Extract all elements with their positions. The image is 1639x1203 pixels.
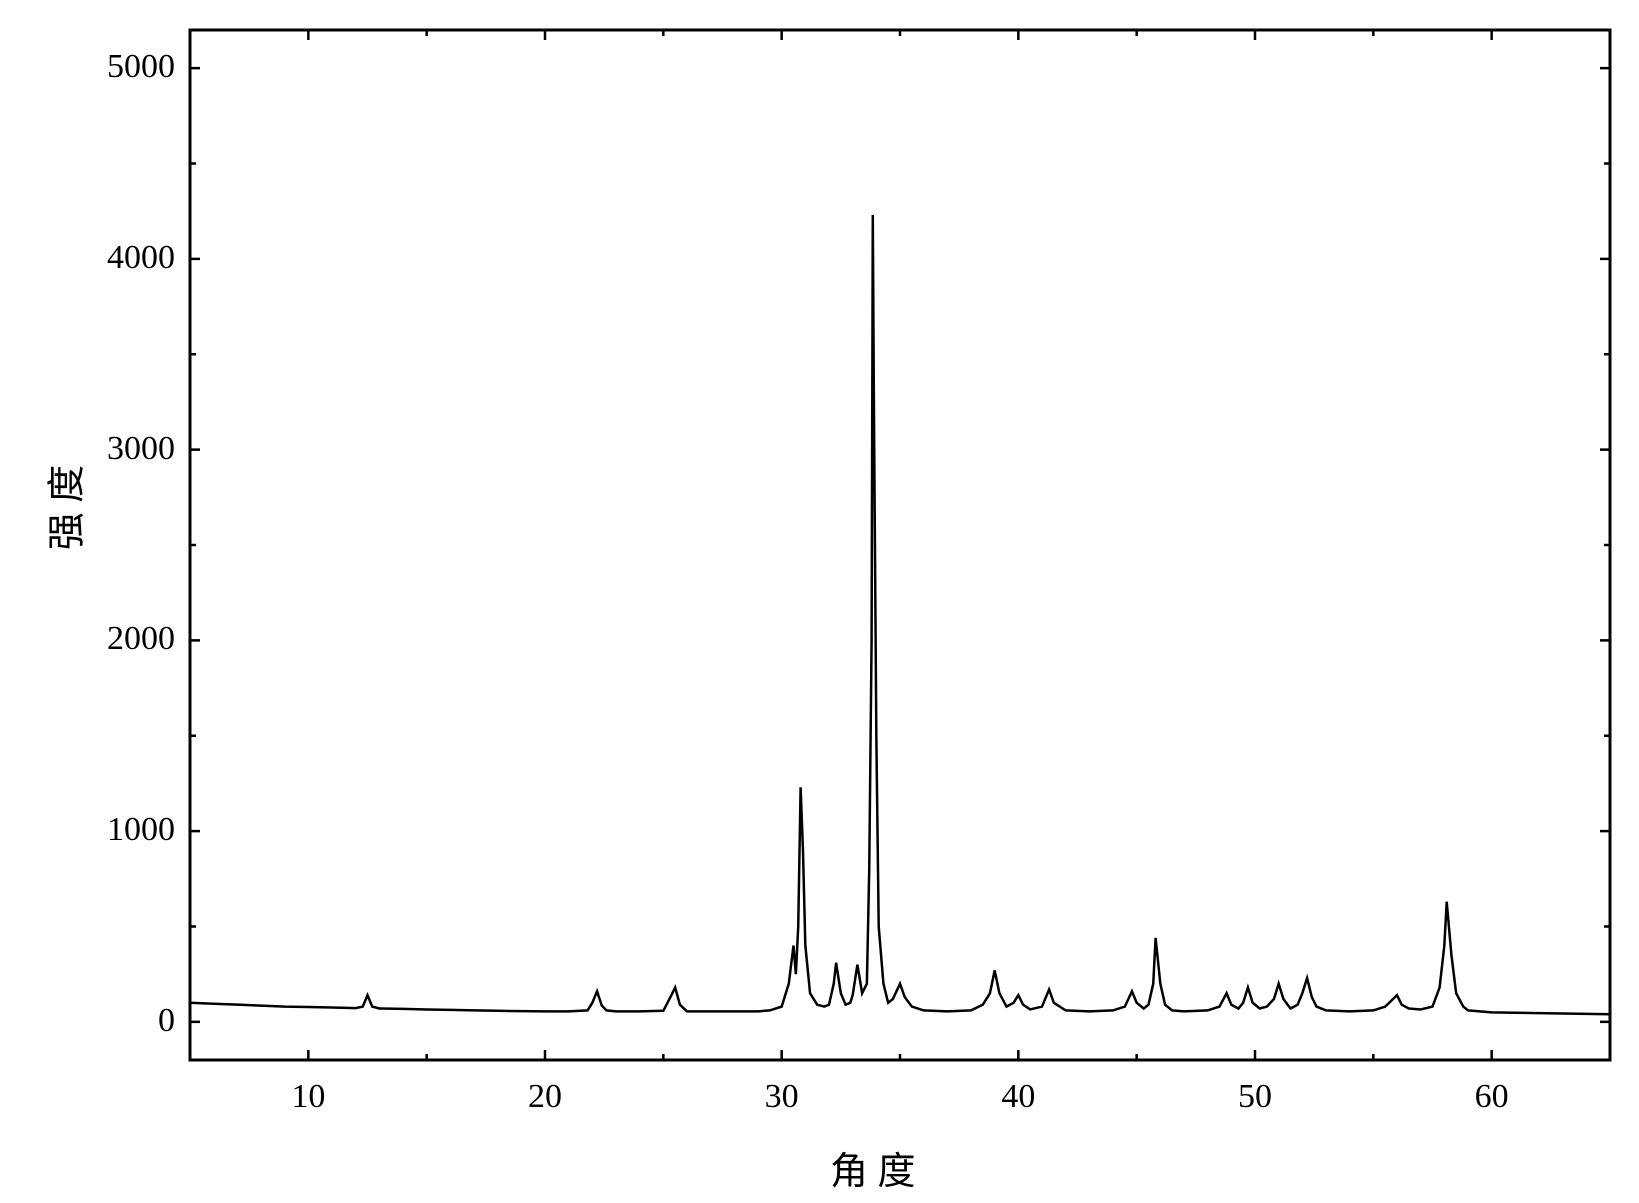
y-tick-label: 0 <box>75 1002 175 1040</box>
y-tick-label: 3000 <box>75 430 175 468</box>
xrd-data-line <box>190 215 1610 1014</box>
y-tick-label: 1000 <box>75 811 175 849</box>
y-tick-label: 2000 <box>75 620 175 658</box>
y-axis-label: 强 度 <box>35 465 90 551</box>
x-tick-label: 50 <box>1225 1078 1285 1116</box>
xrd-chart-container: 强 度 角 度 10 20 30 40 50 60 0 1000 2000 3000 4000 500… <box>0 0 1639 1203</box>
x-tick-label: 10 <box>278 1078 338 1116</box>
x-tick-label: 30 <box>752 1078 812 1116</box>
chart-svg <box>0 0 1639 1203</box>
x-tick-label: 40 <box>988 1078 1048 1116</box>
x-tick-label: 60 <box>1462 1078 1522 1116</box>
y-tick-label: 4000 <box>75 239 175 277</box>
y-tick-label: 5000 <box>75 48 175 86</box>
x-axis-label: 角 度 <box>830 1140 916 1195</box>
x-tick-label: 20 <box>515 1078 575 1116</box>
